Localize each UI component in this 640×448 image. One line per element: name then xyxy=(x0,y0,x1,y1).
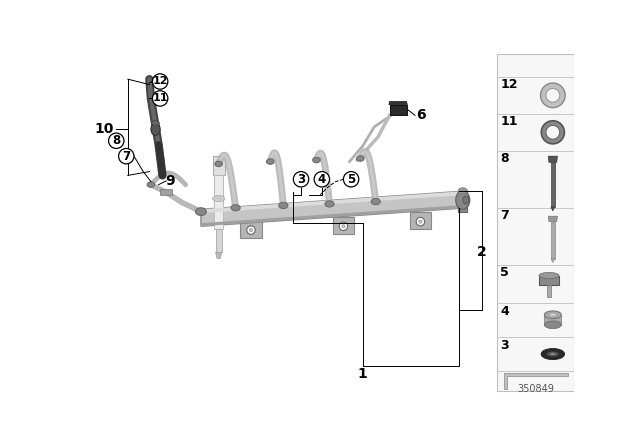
Ellipse shape xyxy=(151,123,160,135)
Bar xyxy=(497,54,575,391)
Ellipse shape xyxy=(312,157,320,163)
Ellipse shape xyxy=(266,159,274,164)
Bar xyxy=(547,285,551,297)
Circle shape xyxy=(293,172,308,187)
Circle shape xyxy=(152,74,168,89)
Ellipse shape xyxy=(212,195,225,202)
Ellipse shape xyxy=(231,205,240,211)
Circle shape xyxy=(152,90,168,106)
Polygon shape xyxy=(201,192,458,226)
Circle shape xyxy=(247,226,255,234)
Circle shape xyxy=(344,172,359,187)
Text: 5: 5 xyxy=(500,266,509,279)
Circle shape xyxy=(541,121,564,144)
Bar xyxy=(458,191,467,212)
Bar xyxy=(333,217,354,234)
Polygon shape xyxy=(551,258,555,263)
Ellipse shape xyxy=(545,311,561,319)
Text: 2: 2 xyxy=(477,246,487,259)
Bar xyxy=(214,176,223,229)
Bar xyxy=(212,156,225,176)
Text: 9: 9 xyxy=(165,174,175,188)
Bar xyxy=(410,212,431,229)
Text: 8: 8 xyxy=(112,134,120,147)
Circle shape xyxy=(541,83,565,108)
Circle shape xyxy=(339,222,348,230)
Ellipse shape xyxy=(549,313,557,317)
Polygon shape xyxy=(539,276,559,285)
Text: 4: 4 xyxy=(317,173,326,186)
Text: 11: 11 xyxy=(152,94,168,103)
Polygon shape xyxy=(201,192,458,213)
Text: 10: 10 xyxy=(95,122,114,136)
Ellipse shape xyxy=(545,321,561,329)
Polygon shape xyxy=(548,216,557,222)
Circle shape xyxy=(109,133,124,148)
Bar xyxy=(160,189,172,195)
Polygon shape xyxy=(389,102,407,104)
Text: 7: 7 xyxy=(122,150,131,163)
Circle shape xyxy=(546,125,560,139)
Bar xyxy=(551,222,555,258)
Text: 6: 6 xyxy=(417,108,426,122)
Text: 8: 8 xyxy=(500,152,509,165)
Circle shape xyxy=(250,228,253,232)
Ellipse shape xyxy=(215,161,223,167)
Bar xyxy=(551,162,555,207)
Text: 3: 3 xyxy=(500,339,509,352)
Circle shape xyxy=(546,88,560,102)
Circle shape xyxy=(419,220,422,223)
Ellipse shape xyxy=(147,182,155,187)
Bar xyxy=(545,315,561,325)
Text: 5: 5 xyxy=(347,173,355,186)
Ellipse shape xyxy=(325,201,334,207)
Circle shape xyxy=(416,217,424,226)
Ellipse shape xyxy=(356,156,364,161)
Text: 3: 3 xyxy=(297,173,305,186)
Ellipse shape xyxy=(547,351,559,357)
Ellipse shape xyxy=(196,208,206,215)
Circle shape xyxy=(342,225,345,228)
Ellipse shape xyxy=(539,272,559,279)
Polygon shape xyxy=(201,206,458,226)
Polygon shape xyxy=(504,373,568,389)
Bar xyxy=(390,104,406,116)
Text: 4: 4 xyxy=(500,305,509,318)
Polygon shape xyxy=(216,252,221,258)
Ellipse shape xyxy=(463,196,469,204)
Circle shape xyxy=(314,172,330,187)
Text: 1: 1 xyxy=(358,367,367,381)
Ellipse shape xyxy=(152,121,159,125)
Text: 12: 12 xyxy=(500,78,518,91)
Ellipse shape xyxy=(541,349,564,359)
Text: 7: 7 xyxy=(500,209,509,222)
Ellipse shape xyxy=(458,188,467,194)
Polygon shape xyxy=(548,156,557,162)
Text: 11: 11 xyxy=(500,116,518,129)
Text: 12: 12 xyxy=(152,77,168,86)
Text: 350849: 350849 xyxy=(518,384,554,394)
Bar xyxy=(216,229,221,252)
Ellipse shape xyxy=(456,191,470,209)
Ellipse shape xyxy=(371,198,380,205)
Ellipse shape xyxy=(279,202,288,208)
Bar xyxy=(240,221,262,238)
Circle shape xyxy=(118,148,134,164)
Ellipse shape xyxy=(550,353,556,355)
Polygon shape xyxy=(551,207,555,211)
